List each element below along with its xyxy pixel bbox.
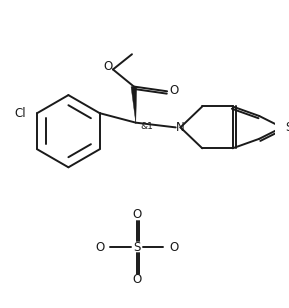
Text: Cl: Cl: [14, 107, 26, 120]
Text: O: O: [169, 241, 178, 253]
Text: O: O: [132, 273, 141, 286]
Text: O: O: [95, 241, 105, 253]
Text: O: O: [169, 84, 178, 97]
Text: O: O: [132, 208, 141, 221]
Text: S: S: [133, 241, 140, 253]
Text: S: S: [285, 121, 289, 134]
Text: &1: &1: [140, 122, 153, 131]
Text: N: N: [176, 121, 185, 134]
Polygon shape: [131, 87, 137, 123]
Text: O: O: [103, 60, 113, 73]
